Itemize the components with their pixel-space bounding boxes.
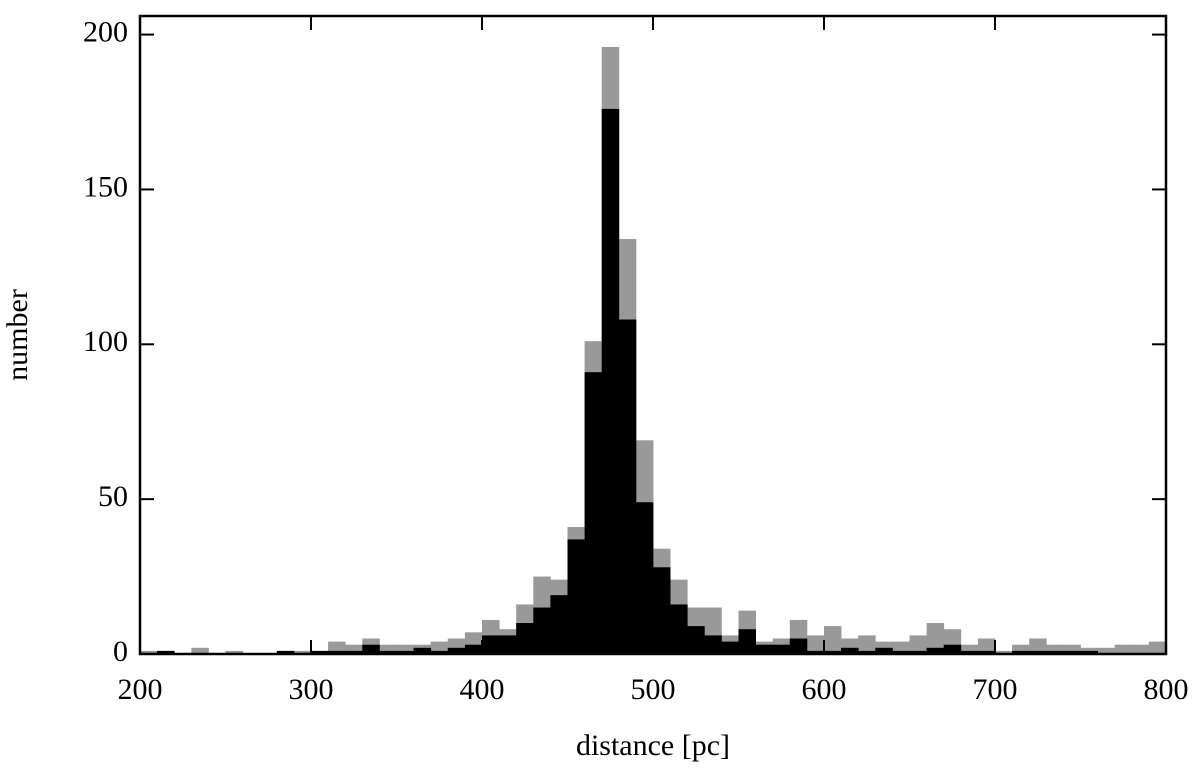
bar [293, 650, 312, 654]
bar [824, 626, 842, 654]
bar [943, 644, 962, 654]
bar [345, 650, 363, 654]
bar [584, 372, 603, 654]
bar [396, 650, 414, 654]
bar [721, 641, 739, 654]
y-tick-label: 150 [83, 170, 128, 203]
bar [1148, 641, 1167, 654]
bar [738, 629, 756, 654]
y-tick-label: 200 [83, 15, 128, 48]
bar [413, 647, 432, 654]
bar [464, 644, 483, 654]
bar [841, 647, 859, 654]
x-tick-label: 700 [973, 673, 1018, 706]
bar [1131, 644, 1150, 654]
y-tick-label: 0 [113, 635, 128, 668]
bar [1029, 638, 1047, 654]
y-tick-label: 50 [98, 480, 128, 513]
bar [328, 650, 346, 654]
bar [1080, 650, 1098, 654]
bar [909, 635, 927, 654]
x-tick-label: 300 [289, 673, 334, 706]
bar [1012, 650, 1030, 654]
bar [601, 108, 620, 655]
bar [670, 604, 688, 654]
bar [806, 635, 825, 654]
bar [772, 644, 791, 654]
bar [1097, 647, 1116, 654]
y-axis-label: number [1, 289, 34, 381]
bar [550, 595, 568, 654]
bar [653, 567, 671, 654]
x-tick-label: 800 [1144, 673, 1189, 706]
bar [191, 647, 209, 654]
y-tick-label: 100 [83, 325, 128, 358]
bar [447, 647, 466, 654]
bar [140, 650, 158, 654]
bar [276, 650, 295, 654]
bar [995, 650, 1013, 654]
bar [858, 650, 876, 654]
bar [1046, 650, 1064, 654]
bar [960, 644, 979, 654]
bar [704, 635, 722, 654]
bar [379, 650, 397, 654]
x-tick-label: 400 [460, 673, 505, 706]
bar [516, 623, 534, 654]
bar [1046, 644, 1064, 654]
bar [345, 644, 363, 654]
bar [858, 635, 876, 654]
bar [533, 607, 551, 654]
bar [806, 650, 825, 654]
bar [157, 650, 175, 654]
bar [687, 626, 705, 654]
bar [977, 638, 996, 654]
bar [396, 644, 414, 654]
bar [1029, 650, 1047, 654]
bar [960, 650, 979, 654]
bar [789, 638, 808, 654]
bar [311, 650, 329, 654]
bar [1012, 644, 1030, 654]
bar [567, 539, 585, 654]
bar [430, 650, 449, 654]
bar [755, 644, 774, 654]
bar [926, 623, 945, 654]
bar [892, 650, 910, 654]
bar [875, 647, 893, 654]
bar [926, 647, 945, 654]
bar [362, 644, 380, 654]
bar [824, 650, 842, 654]
bar [499, 635, 517, 654]
x-axis-label: distance [pc] [576, 729, 730, 762]
bar [482, 635, 500, 654]
bar [379, 644, 397, 654]
bar [635, 502, 654, 654]
bar [1114, 644, 1133, 654]
x-tick-label: 600 [802, 673, 847, 706]
x-tick-label: 200 [118, 673, 163, 706]
x-tick-label: 500 [631, 673, 676, 706]
bar [977, 650, 996, 654]
bar [225, 650, 243, 654]
bar [1063, 650, 1081, 654]
bar [618, 319, 637, 654]
bar [1063, 644, 1081, 654]
bar [909, 650, 927, 654]
